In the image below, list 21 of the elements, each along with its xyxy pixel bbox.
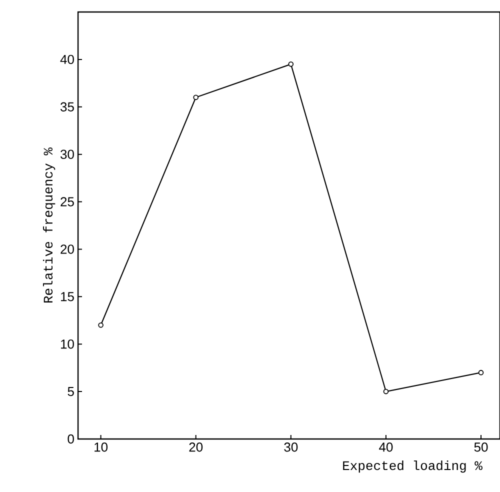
point xyxy=(288,62,294,67)
point xyxy=(193,94,199,100)
point xyxy=(98,322,104,328)
y-tick-label: 15 xyxy=(60,292,74,302)
point xyxy=(383,388,389,394)
y-tick-label: 25 xyxy=(60,197,74,206)
x-tick-label: 40 xyxy=(379,442,393,452)
x-axis-title: Expected loading % xyxy=(343,460,482,473)
y-tick-label: 40 xyxy=(60,54,74,64)
point xyxy=(478,370,484,376)
y-tick-label: 35 xyxy=(60,102,74,112)
x-tick-label: 10 xyxy=(94,442,108,452)
x-tick-label: 30 xyxy=(284,442,298,452)
y-tick-label: 5 xyxy=(68,387,74,396)
y-axis-title: Relative frequency % xyxy=(43,148,56,302)
y-tick-label: 30 xyxy=(60,150,74,159)
y-tick-label: 0 xyxy=(68,434,74,444)
x-tick-label: 50 xyxy=(474,442,488,452)
y-tick-label: 10 xyxy=(60,340,74,349)
x-tick-label: 20 xyxy=(189,442,203,452)
y-tick-label: 20 xyxy=(60,244,74,254)
